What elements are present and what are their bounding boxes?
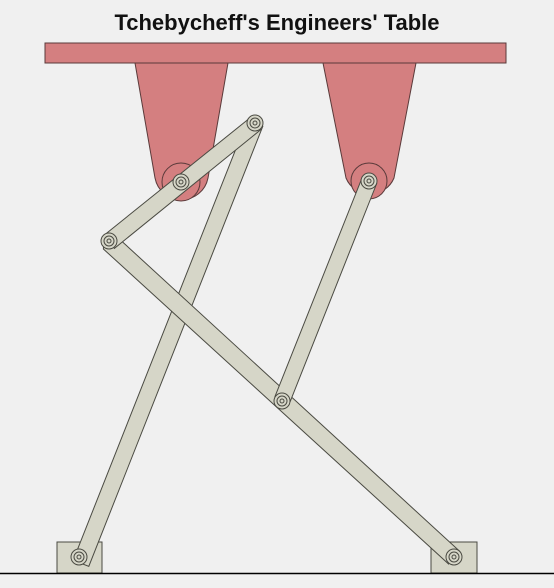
diagram-title: Tchebycheff's Engineers' Table xyxy=(114,10,440,35)
joints xyxy=(70,114,463,566)
links xyxy=(72,116,461,567)
link-right-hub-to-mid-pin xyxy=(274,178,378,403)
joint-left-ground xyxy=(70,548,88,566)
joint-left-hub xyxy=(172,173,190,191)
joint-right-hub xyxy=(360,172,378,190)
joint-right-ground xyxy=(445,548,463,566)
joint-mid-pin xyxy=(273,392,291,410)
joint-top-pin xyxy=(246,114,264,132)
tabletop xyxy=(44,42,507,64)
joint-left-pivot xyxy=(100,232,118,250)
